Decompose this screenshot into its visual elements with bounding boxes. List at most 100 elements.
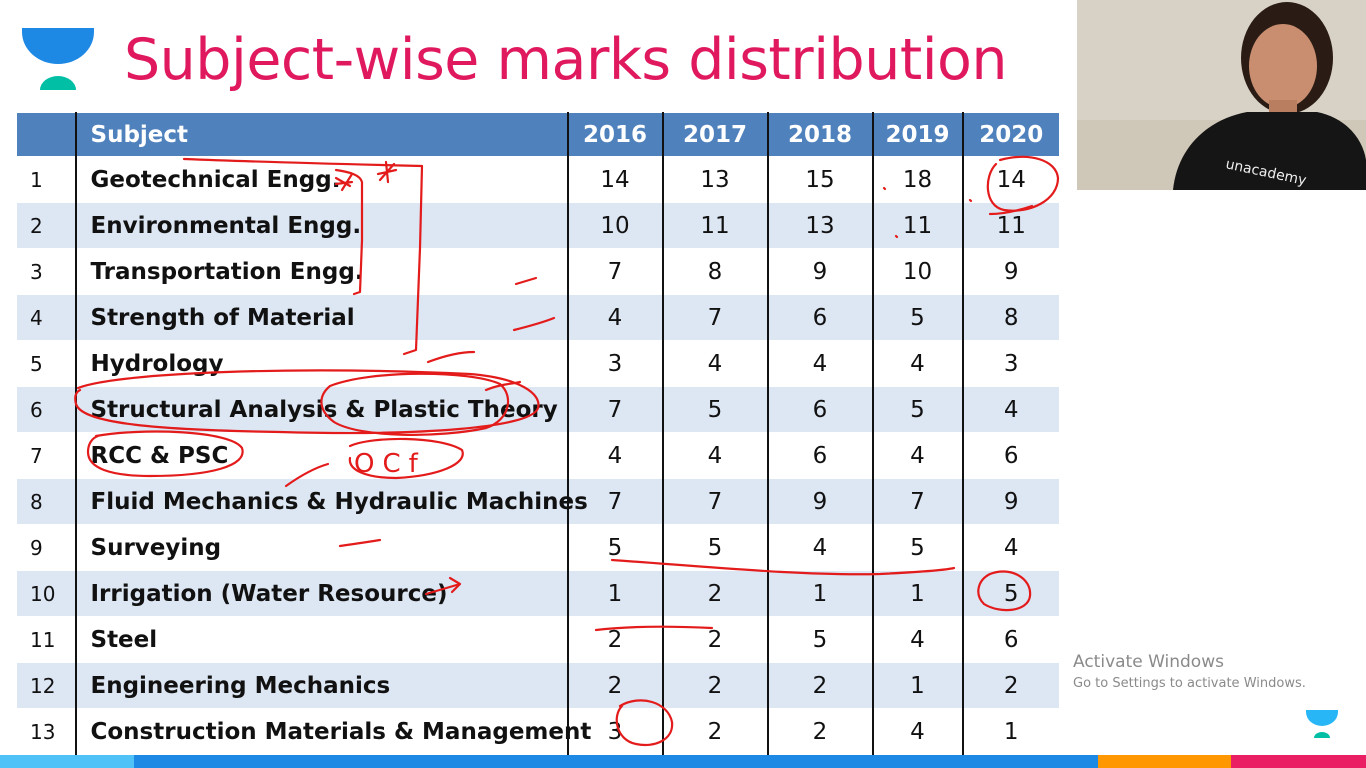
marks-cell: 1: [871, 662, 963, 709]
subject-cell: Environmental Engg.: [74, 202, 568, 249]
marks-cell: 4: [661, 340, 768, 387]
table-header-row: Subject 2016 2017 2018 2019 2020: [16, 112, 1060, 157]
marks-cell: 9: [961, 478, 1060, 525]
marks-cell: 6: [766, 386, 873, 433]
marks-cell: 3: [566, 340, 663, 387]
marks-cell: 7: [566, 248, 663, 295]
table-row: 2 Environmental Engg. 10 11 13 11 11: [16, 202, 1060, 249]
table-row: 3 Transportation Engg. 7 8 9 10 9: [16, 248, 1060, 295]
marks-cell: 1: [961, 708, 1060, 755]
marks-cell: 2: [661, 708, 768, 755]
row-number-cell: 4: [16, 294, 76, 341]
watermark-subtitle: Go to Settings to activate Windows.: [1073, 676, 1306, 691]
table-body: 1 Geotechnical Engg. 14 13 15 18 14 2 Environmen…: [16, 156, 1060, 755]
unacademy-logo-icon: [22, 28, 94, 90]
marks-cell: 2: [661, 616, 768, 663]
table-row: 7 RCC & PSC 4 4 6 4 6: [16, 432, 1060, 479]
marks-cell: 4: [961, 386, 1060, 433]
marks-cell: 13: [661, 156, 768, 203]
subject-cell: Transportation Engg.: [74, 248, 568, 295]
row-number-cell: 9: [16, 524, 76, 571]
table-row: 6 Structural Analysis & Plastic Theory 7 5 6…: [16, 386, 1060, 433]
table-row: 8 Fluid Mechanics & Hydraulic Machines 7 7 9…: [16, 478, 1060, 525]
table-row: 13 Construction Materials & Management 3 2 2…: [16, 708, 1060, 755]
marks-cell: 4: [871, 616, 963, 663]
marks-cell: 6: [766, 432, 873, 479]
marks-cell: 14: [961, 156, 1060, 203]
marks-cell: 4: [871, 708, 963, 755]
table-row: 9 Surveying 5 5 4 5 4: [16, 524, 1060, 571]
subject-cell: Irrigation (Water Resource): [74, 570, 568, 617]
marks-cell: 13: [766, 202, 873, 249]
marks-cell: 6: [766, 294, 873, 341]
marks-cell: 5: [766, 616, 873, 663]
marks-cell: 15: [766, 156, 873, 203]
subject-cell: Hydrology: [74, 340, 568, 387]
subject-cell: Surveying: [74, 524, 568, 571]
marks-cell: 4: [871, 432, 963, 479]
marks-cell: 5: [661, 386, 768, 433]
watermark-title: Activate Windows: [1073, 652, 1224, 672]
marks-cell: 9: [766, 478, 873, 525]
marks-cell: 8: [961, 294, 1060, 341]
marks-cell: 1: [766, 570, 873, 617]
marks-cell: 2: [566, 616, 663, 663]
marks-cell: 8: [661, 248, 768, 295]
row-number-cell: 5: [16, 340, 76, 387]
marks-cell: 4: [566, 294, 663, 341]
strip-segment-blue: [134, 755, 1098, 768]
presenter-video-frame: unacademy: [1077, 0, 1366, 190]
row-number-cell: 11: [16, 616, 76, 663]
marks-cell: 2: [766, 708, 873, 755]
marks-cell: 6: [961, 432, 1060, 479]
unacademy-corner-logo-icon: [1306, 710, 1338, 738]
bottom-color-strip: [0, 755, 1366, 768]
row-number-cell: 2: [16, 202, 76, 249]
table-row: 11 Steel 2 2 5 4 6: [16, 616, 1060, 663]
marks-cell: 4: [661, 432, 768, 479]
row-number-cell: 8: [16, 478, 76, 525]
row-number-cell: 6: [16, 386, 76, 433]
row-number-cell: 3: [16, 248, 76, 295]
table-row: 12 Engineering Mechanics 2 2 2 1 2: [16, 662, 1060, 709]
marks-cell: 1: [566, 570, 663, 617]
marks-cell: 2: [661, 570, 768, 617]
column-header-2019: 2019: [871, 112, 963, 157]
marks-cell: 7: [661, 478, 768, 525]
marks-cell: 11: [961, 202, 1060, 249]
marks-cell: 4: [961, 524, 1060, 571]
row-number-cell: 12: [16, 662, 76, 709]
marks-table: Subject 2016 2017 2018 2019 2020 1 Geotec…: [16, 112, 1060, 755]
subject-cell: Strength of Material: [74, 294, 568, 341]
column-header-2018: 2018: [766, 112, 873, 157]
marks-cell: 9: [766, 248, 873, 295]
marks-cell: 7: [566, 478, 663, 525]
marks-cell: 2: [766, 662, 873, 709]
table-row: 1 Geotechnical Engg. 14 13 15 18 14: [16, 156, 1060, 203]
slide-title: Subject-wise marks distribution: [124, 27, 1008, 93]
marks-cell: 5: [566, 524, 663, 571]
strip-segment-light-blue: [0, 755, 134, 768]
strip-segment-pink: [1231, 755, 1366, 768]
marks-cell: 2: [961, 662, 1060, 709]
marks-cell: 5: [871, 524, 963, 571]
marks-cell: 10: [566, 202, 663, 249]
table-row: 10 Irrigation (Water Resource) 1 2 1 1 5: [16, 570, 1060, 617]
row-number-cell: 7: [16, 432, 76, 479]
subject-cell: Construction Materials & Management: [74, 708, 591, 755]
strip-segment-orange: [1098, 755, 1231, 768]
column-header-subject: Subject: [74, 112, 568, 157]
marks-cell: 3: [961, 340, 1060, 387]
marks-cell: 10: [871, 248, 963, 295]
row-number-cell: 1: [16, 156, 76, 203]
marks-cell: 11: [871, 202, 963, 249]
subject-cell: Steel: [74, 616, 568, 663]
subject-cell: Geotechnical Engg.: [74, 156, 568, 203]
marks-cell: 7: [661, 294, 768, 341]
row-number-cell: 10: [16, 570, 76, 617]
subject-cell: RCC & PSC: [74, 432, 568, 479]
subject-cell: Structural Analysis & Plastic Theory: [74, 386, 568, 433]
marks-cell: 4: [766, 340, 873, 387]
column-header-2016: 2016: [566, 112, 663, 157]
